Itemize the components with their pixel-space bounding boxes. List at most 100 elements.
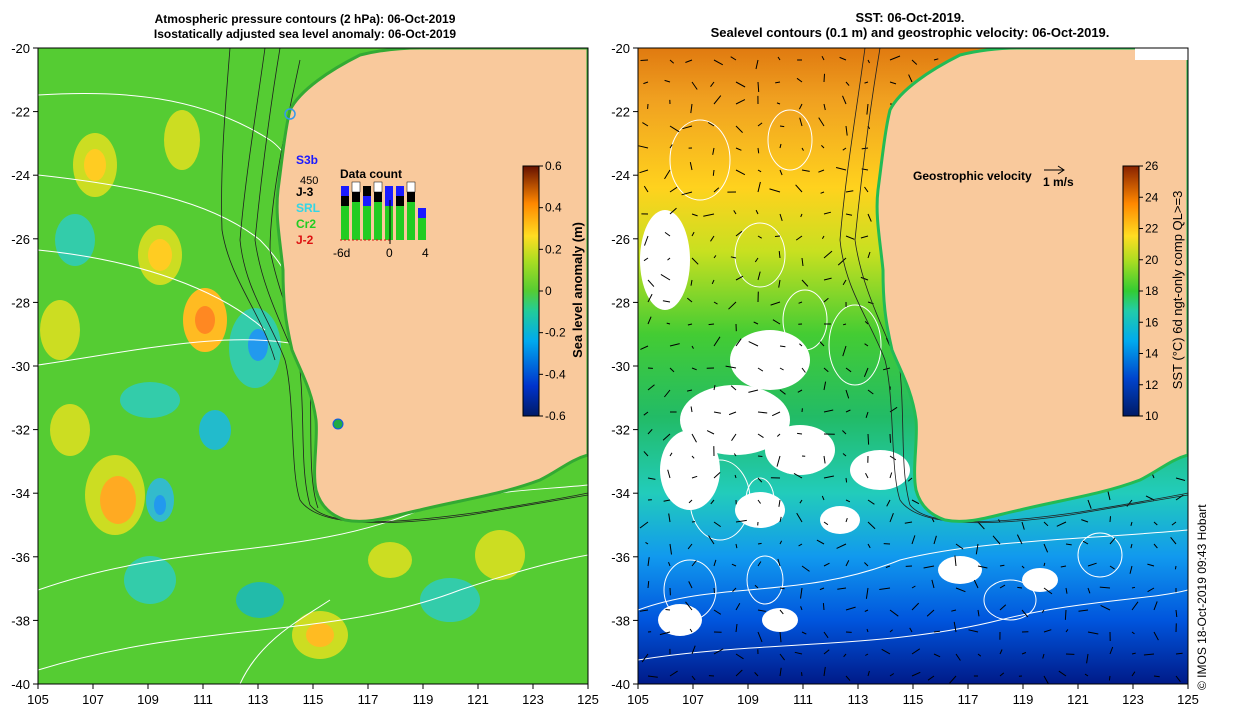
velocity-arrow [801, 169, 810, 172]
velocity-arrow [823, 409, 834, 413]
velocity-arrow [713, 411, 721, 414]
velocity-arrow [794, 651, 803, 655]
velocity-arrow [1087, 562, 1097, 567]
velocity-arrow [842, 323, 847, 326]
velocity-arrow [660, 273, 671, 281]
velocity-arrow [643, 81, 649, 85]
velocity-arrow [713, 521, 721, 528]
velocity-arrow [933, 630, 940, 633]
y-tick-label: -22 [11, 105, 30, 120]
velocity-arrow [689, 628, 693, 633]
velocity-arrow [823, 103, 826, 111]
velocity-arrow [889, 433, 891, 443]
velocity-arrow [797, 389, 803, 393]
velocity-arrow [845, 560, 850, 567]
velocity-arrow [800, 587, 803, 599]
x-tick-label: 121 [467, 692, 489, 707]
velocity-arrow [867, 499, 875, 505]
velocity-arrow [779, 143, 782, 149]
velocity-arrow [707, 122, 715, 127]
x-tick-label: 117 [358, 692, 379, 707]
velocity-arrow [703, 213, 715, 217]
velocity-arrow [713, 472, 721, 479]
velocity-arrow [1109, 516, 1111, 523]
velocity-arrow [663, 499, 671, 502]
velocity-arrow [1043, 587, 1053, 595]
velocity-arrow [842, 147, 847, 151]
right-title-line1: SST: 06-Oct-2019. [855, 10, 965, 25]
velocity-arrow [1082, 540, 1089, 545]
velocity-arrow [713, 385, 716, 391]
velocity-arrow [866, 103, 869, 115]
velocity-arrow [864, 321, 869, 325]
velocity-arrow [845, 125, 848, 136]
velocity-arrow [669, 144, 673, 149]
velocity-arrow [685, 601, 693, 611]
velocity-arrow [823, 250, 833, 259]
velocity-arrow [801, 367, 806, 373]
colorbar-tick-label: 12 [1145, 378, 1159, 392]
left-title-line1: Atmospheric pressure contours (2 hPa): 0… [154, 12, 456, 26]
velocity-arrow [973, 579, 979, 589]
velocity-arrow [669, 59, 675, 64]
velocity-arrow [712, 147, 715, 155]
velocity-arrow [801, 672, 803, 677]
velocity-arrow [977, 653, 982, 657]
imos-credit: © IMOS 18-Oct-2019 09:43 Hobart [1195, 504, 1209, 690]
velocity-arrow [757, 271, 761, 281]
velocity-arrow [730, 385, 737, 391]
velocity-arrow [845, 499, 851, 503]
velocity-arrow [999, 672, 1005, 677]
velocity-arrow [889, 673, 895, 677]
velocity-arrow [1147, 563, 1155, 567]
velocity-arrow [864, 562, 869, 567]
velocity-arrow [907, 477, 913, 482]
velocity-arrow [823, 631, 829, 639]
velocity-arrow [753, 321, 759, 325]
velocity-arrow [867, 251, 871, 259]
velocity-arrow [889, 513, 894, 523]
velocity-arrow [867, 59, 870, 64]
y-tick-label: -38 [11, 613, 30, 628]
velocity-arrow [669, 543, 672, 555]
velocity-arrow [1153, 543, 1158, 549]
velocity-arrow [645, 541, 649, 545]
velocity-arrow [735, 230, 743, 237]
velocity-arrow [713, 648, 724, 655]
velocity-arrow [779, 667, 782, 677]
velocity-arrow [1147, 587, 1155, 593]
velocity-arrow [845, 235, 855, 240]
velocity-arrow [867, 670, 870, 677]
velocity-arrow [757, 147, 760, 154]
velocity-arrow [691, 345, 694, 349]
velocity-arrow [1107, 490, 1111, 501]
velocity-arrow [842, 279, 847, 286]
velocity-arrow [845, 517, 848, 523]
velocity-arrow [686, 389, 693, 392]
velocity-arrow [1171, 521, 1177, 526]
velocity-arrow [713, 559, 717, 567]
velocity-arrow [911, 602, 920, 611]
velocity-arrow [797, 432, 803, 435]
velocity-arrow [835, 167, 847, 171]
velocity-arrow [771, 411, 781, 417]
australia-landmass-sst [875, 48, 1188, 523]
sla-anomaly-blobs [40, 110, 525, 659]
velocity-arrow [864, 343, 869, 347]
x-tick-label: 113 [248, 692, 269, 707]
velocity-arrow [757, 122, 763, 127]
velocity-arrow [757, 631, 763, 643]
velocity-arrow [669, 452, 673, 457]
velocity-arrow [836, 543, 847, 549]
velocity-arrow [1175, 609, 1178, 618]
velocity-arrow [757, 433, 764, 439]
velocity-arrow [867, 433, 870, 445]
velocity-arrow [733, 453, 737, 457]
sat-label-cr2: Cr2 [296, 217, 316, 231]
x-tick-label: 113 [848, 692, 869, 707]
velocity-arrow [708, 535, 715, 545]
velocity-arrow [1060, 565, 1067, 568]
velocity-arrow [926, 609, 935, 617]
velocity-arrow [889, 472, 893, 479]
velocity-arrow [908, 74, 913, 83]
